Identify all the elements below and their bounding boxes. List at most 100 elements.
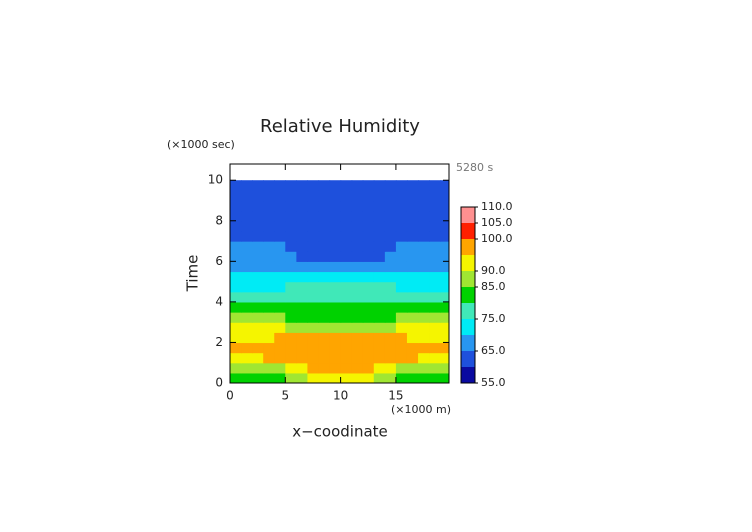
cell (373, 271, 386, 283)
cell (440, 230, 449, 242)
cell (395, 312, 408, 323)
cell (296, 291, 309, 303)
cell (329, 271, 342, 283)
cell (307, 190, 320, 202)
cell (285, 230, 297, 242)
cell (318, 312, 331, 323)
cell (318, 281, 331, 293)
cell (307, 230, 320, 242)
cell (285, 271, 297, 283)
cell (418, 251, 430, 262)
cell (285, 241, 297, 252)
cell (274, 372, 286, 383)
cell (285, 251, 297, 262)
cell (241, 362, 253, 374)
cell (362, 180, 375, 191)
cell (362, 261, 375, 273)
cell (318, 342, 331, 354)
cell (340, 200, 353, 212)
cell (351, 180, 364, 191)
cell (440, 210, 449, 222)
cell (429, 251, 441, 262)
cell (285, 322, 297, 333)
cell (274, 180, 286, 191)
y-unit: (×1000 sec) (167, 138, 235, 151)
cell (429, 312, 441, 323)
cell (230, 322, 242, 333)
cell (351, 210, 364, 222)
cell (241, 332, 253, 344)
cell (362, 190, 375, 202)
cell (274, 210, 286, 222)
cell (351, 301, 364, 313)
cell (340, 190, 353, 202)
cell (406, 291, 419, 303)
cell (307, 352, 320, 364)
cell (440, 372, 449, 383)
cell (263, 352, 275, 364)
cell (351, 261, 364, 273)
colorbar-segment (461, 239, 475, 255)
cell (329, 362, 342, 374)
cell (296, 271, 309, 283)
cell (296, 362, 309, 374)
cell (307, 281, 320, 293)
cell (252, 352, 264, 364)
y-tick-label: 6 (215, 254, 223, 268)
cell (230, 281, 242, 293)
cell (406, 322, 419, 333)
cell (318, 271, 331, 283)
cell (340, 362, 353, 374)
colorbar-label: 65.0 (481, 344, 506, 357)
cell (429, 372, 441, 383)
cell (318, 210, 331, 222)
cell (340, 180, 353, 191)
cell (340, 291, 353, 303)
cell (406, 200, 419, 212)
cell (384, 220, 397, 232)
cell (296, 352, 309, 364)
cell (318, 372, 331, 383)
cell (395, 230, 408, 242)
cell (418, 322, 430, 333)
cell (429, 291, 441, 303)
cell (384, 301, 397, 313)
cell (406, 241, 419, 252)
cell (230, 291, 242, 303)
cell (351, 312, 364, 323)
cell (351, 372, 364, 383)
colorbar-segment (461, 351, 475, 367)
cell (362, 362, 375, 374)
colorbar-frame (460, 206, 476, 384)
cell (307, 241, 320, 252)
cell (263, 332, 275, 344)
cell (373, 230, 386, 242)
cell (406, 190, 419, 202)
cell (429, 241, 441, 252)
cell (373, 190, 386, 202)
cell (285, 220, 297, 232)
cell (241, 281, 253, 293)
colorbar-label: 105.0 (481, 216, 513, 229)
cell (406, 332, 419, 344)
cell (340, 251, 353, 262)
cell (340, 342, 353, 354)
cell (318, 180, 331, 191)
cell (373, 362, 386, 374)
cell (263, 271, 275, 283)
cell (263, 190, 275, 202)
cell (440, 200, 449, 212)
cell (384, 362, 397, 374)
cell (230, 352, 242, 364)
y-tick-label: 2 (215, 335, 223, 349)
cell (230, 271, 242, 283)
cell (373, 322, 386, 333)
cell (373, 342, 386, 354)
cell (274, 342, 286, 354)
cell (307, 291, 320, 303)
cell (406, 312, 419, 323)
cell (329, 230, 342, 242)
cell (440, 342, 449, 354)
cell (230, 251, 242, 262)
cell (351, 322, 364, 333)
